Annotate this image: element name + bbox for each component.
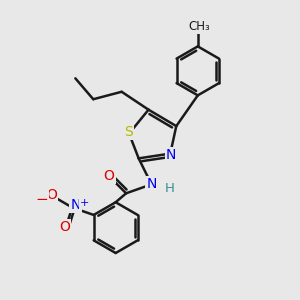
Text: N: N	[146, 177, 157, 191]
Text: O: O	[46, 188, 57, 202]
Text: −: −	[35, 192, 48, 207]
Text: N: N	[70, 198, 81, 212]
Text: N: N	[166, 148, 176, 162]
Text: +: +	[80, 198, 89, 208]
Text: O: O	[59, 220, 70, 235]
Text: CH₃: CH₃	[188, 20, 210, 33]
Text: H: H	[164, 182, 174, 195]
Text: O: O	[104, 169, 115, 183]
Text: S: S	[124, 125, 133, 140]
